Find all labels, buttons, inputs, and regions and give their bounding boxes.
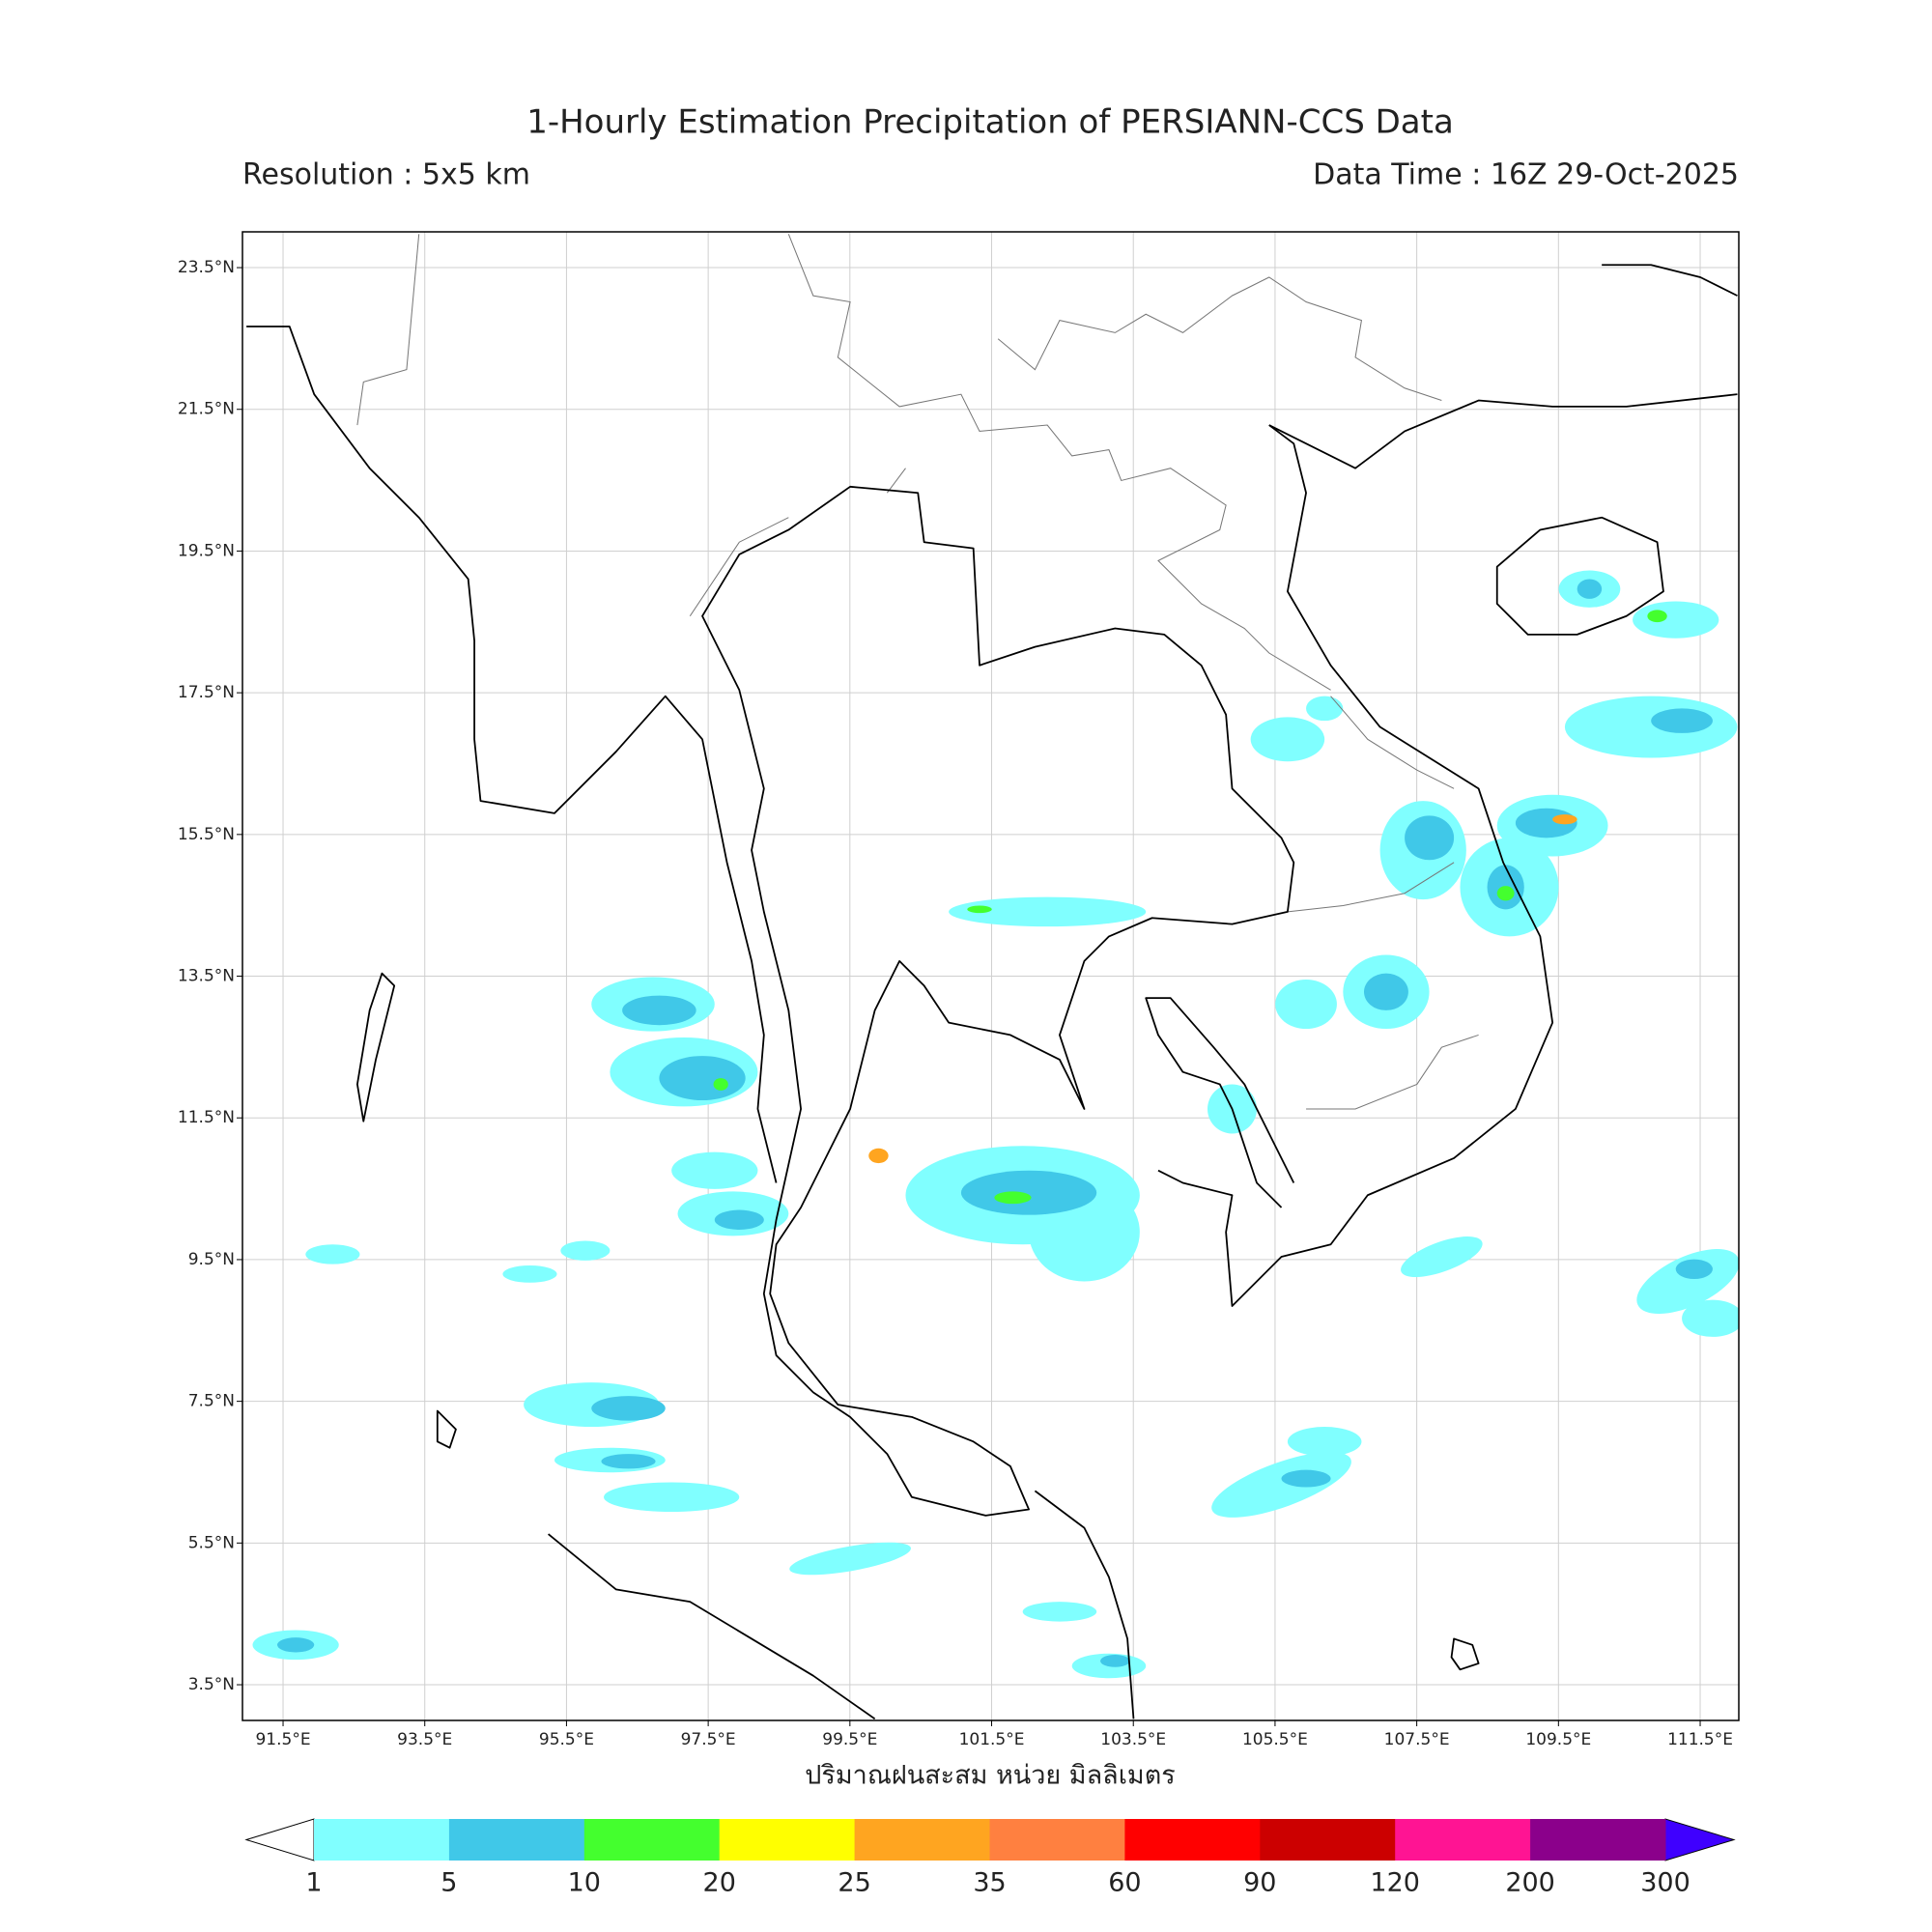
- y-tick-label: 13.5°N: [178, 967, 235, 986]
- y-tick-label: 3.5°N: [188, 1675, 235, 1694]
- x-tick-label: 93.5°E: [397, 1730, 452, 1749]
- colorbar-segment: [448, 1819, 585, 1861]
- colorbar-extend-under: [244, 1818, 315, 1861]
- y-tick-label: 23.5°N: [178, 258, 235, 277]
- y-tick-label: 21.5°N: [178, 400, 235, 419]
- colorbar-label: 35: [973, 1868, 1006, 1898]
- x-tick-label: 91.5°E: [255, 1730, 310, 1749]
- y-tick-label: 9.5°N: [188, 1250, 235, 1269]
- colorbar-label: 20: [703, 1868, 736, 1898]
- y-tick-label: 5.5°N: [188, 1533, 235, 1552]
- colorbar-segment: [854, 1819, 990, 1861]
- x-tick-label: 97.5°E: [681, 1730, 736, 1749]
- data-time: Data Time : 16Z 29-Oct-2025: [1313, 158, 1739, 192]
- colorbar-label: 90: [1243, 1868, 1276, 1898]
- x-tick-label: 111.5°E: [1667, 1730, 1733, 1749]
- x-axis-label: ปริมาณฝนสะสม หน่วย มิลลิเมตร: [805, 1761, 1176, 1791]
- axis-labels: 91.5°E 93.5°E 95.5°E 97.5°E 99.5°E 101.5°E 103…: [178, 258, 1733, 1749]
- colorbar-label: 1: [305, 1868, 322, 1898]
- x-tick-label: 109.5°E: [1525, 1730, 1591, 1749]
- x-tick-label: 107.5°E: [1384, 1730, 1450, 1749]
- x-tick-label: 99.5°E: [822, 1730, 877, 1749]
- colorbar-label: 200: [1505, 1868, 1555, 1898]
- colorbar-segment: [989, 1819, 1125, 1861]
- colorbar-segment: [1260, 1819, 1396, 1861]
- map-layer: [246, 234, 1739, 1720]
- map-geometry: [246, 234, 1739, 1720]
- colorbar: 1 5 10 20 25 35 60 90 120 200 300: [244, 1818, 1736, 1898]
- colorbar-label: 25: [838, 1868, 870, 1898]
- y-tick-label: 15.5°N: [178, 825, 235, 844]
- colorbar-label: 300: [1640, 1868, 1690, 1898]
- rain-areas: [252, 570, 1739, 1679]
- colorbar-segment: [1124, 1819, 1261, 1861]
- grid: [242, 232, 1739, 1720]
- colorbar-segment: [314, 1819, 450, 1861]
- colorbar-label: 10: [568, 1868, 601, 1898]
- resolution: Resolution : 5x5 km: [242, 158, 530, 192]
- colorbar-label: 120: [1370, 1868, 1420, 1898]
- y-tick-label: 11.5°N: [178, 1108, 235, 1127]
- y-tick-label: 19.5°N: [178, 541, 235, 560]
- y-tick-label: 17.5°N: [178, 683, 235, 702]
- colorbar-segment: [1530, 1819, 1666, 1861]
- x-tick-label: 95.5°E: [539, 1730, 594, 1749]
- colorbar-label: 5: [440, 1868, 457, 1898]
- x-tick-label: 103.5°E: [1100, 1730, 1166, 1749]
- colorbar-extend-over: [1664, 1818, 1736, 1861]
- colorbar-label: 60: [1108, 1868, 1141, 1898]
- colorbar-segment: [583, 1819, 721, 1861]
- y-tick-label: 7.5°N: [188, 1392, 235, 1411]
- borders: [356, 234, 1479, 1110]
- colorbar-segment: [1395, 1819, 1531, 1861]
- title: 1-Hourly Estimation Precipitation of PER…: [526, 103, 1454, 142]
- colorbar-segment: [719, 1819, 856, 1861]
- coastlines: [246, 264, 1738, 1720]
- x-tick-label: 105.5°E: [1242, 1730, 1308, 1749]
- x-tick-label: 101.5°E: [959, 1730, 1025, 1749]
